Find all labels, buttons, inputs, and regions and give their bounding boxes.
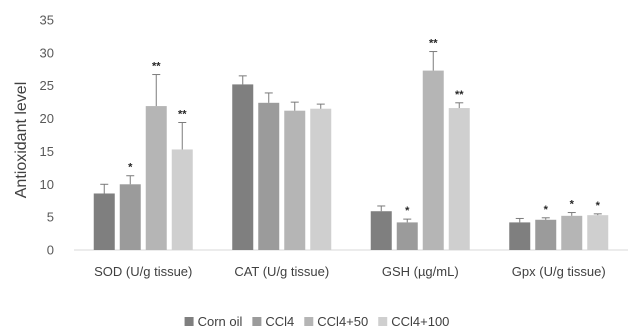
bar-1-2	[284, 110, 306, 250]
legend-item: CCl4	[252, 314, 294, 329]
bar-0-3	[171, 149, 193, 250]
bar-0-1	[119, 184, 141, 250]
bar-1-1	[258, 102, 280, 250]
legend-item: Corn oil	[184, 314, 243, 329]
x-axis-categories: SOD (U/g tissue) CAT (U/g tissue) GSH (µg/…	[94, 264, 606, 279]
bar-0-0	[93, 193, 115, 250]
bar-3-2	[561, 215, 583, 250]
significance-marker: *	[570, 199, 575, 211]
x-category-label: SOD (U/g tissue)	[94, 264, 192, 279]
legend-label: CCl4+50	[317, 314, 368, 329]
bar-2-3	[448, 108, 470, 250]
legend-item: CCl4+100	[378, 314, 449, 329]
bar-3-3	[587, 215, 609, 250]
significance-marker: *	[405, 205, 410, 217]
significance-marker: **	[455, 89, 464, 101]
legend-label: Corn oil	[198, 314, 243, 329]
x-category-label: CAT (U/g tissue)	[234, 264, 329, 279]
bar-3-1	[535, 219, 557, 250]
y-tick-label: 15	[40, 144, 54, 159]
legend: Corn oil CCl4 CCl4+50 CCl4+100	[184, 314, 449, 329]
significance-marker: **	[429, 38, 438, 50]
significance-marker: *	[596, 200, 601, 212]
y-tick-label: 30	[40, 45, 54, 60]
y-tick-label: 0	[47, 243, 54, 258]
y-tick-label: 20	[40, 111, 54, 126]
legend-swatch	[252, 317, 262, 326]
legend-label: CCl4	[265, 314, 294, 329]
x-category-label: GSH (µg/mL)	[382, 264, 459, 279]
significance-marker: **	[178, 109, 187, 121]
x-category-label: Gpx (U/g tissue)	[512, 264, 606, 279]
significance-marker: **	[152, 61, 161, 73]
bar-2-1	[396, 222, 418, 250]
legend-item: CCl4+50	[304, 314, 368, 329]
bar-2-0	[370, 211, 392, 250]
y-tick-label: 5	[47, 210, 54, 225]
significance-marker: *	[544, 204, 549, 216]
y-axis-label: Antioxidant level	[13, 82, 30, 199]
y-tick-label: 25	[40, 78, 54, 93]
bars: *********** * *	[93, 38, 609, 251]
bar-1-0	[232, 84, 254, 251]
legend-swatch	[304, 317, 314, 326]
y-tick-label: 10	[40, 177, 54, 192]
legend-swatch	[184, 317, 194, 326]
bar-0-2	[145, 106, 167, 250]
bar-2-2	[422, 70, 444, 250]
bar-3-0	[509, 222, 531, 250]
y-axis-ticks: 0 5 10 15 20 25 30 35	[40, 13, 54, 258]
legend-label: CCl4+100	[391, 314, 449, 329]
legend-swatch	[378, 317, 388, 326]
significance-marker: *	[128, 162, 133, 174]
y-tick-label: 35	[40, 13, 54, 28]
bar-1-3	[310, 108, 332, 250]
